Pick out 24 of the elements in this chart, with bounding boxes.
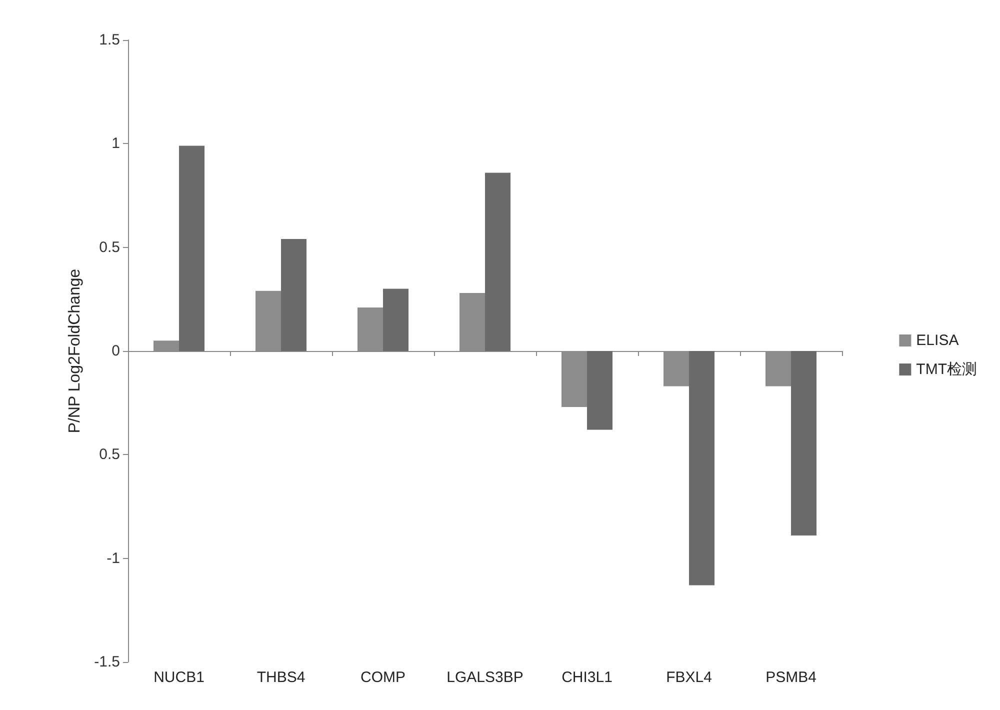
bar — [587, 351, 612, 430]
x-tick-label: CHI3L1 — [562, 669, 612, 686]
x-tick-label: PSMB4 — [766, 669, 816, 686]
y-tick-label: -1 — [106, 550, 120, 567]
x-tick-label: NUCB1 — [154, 669, 204, 686]
x-tick-label: FBXL4 — [666, 669, 712, 686]
bar — [179, 146, 204, 351]
bar — [383, 288, 408, 351]
legend-label: TMT检测 — [916, 361, 978, 378]
x-tick-label: LGALS3BP — [446, 669, 524, 686]
bar — [689, 351, 714, 586]
y-axis-title: P/NP Log2FoldChange — [66, 268, 84, 434]
y-tick-label: 1 — [112, 135, 120, 152]
x-tick-label: THBS4 — [256, 669, 306, 686]
x-tick-label: COMP — [360, 669, 406, 686]
bar — [791, 351, 816, 536]
y-tick-label: 0.5 — [99, 238, 120, 256]
bar — [281, 239, 306, 351]
legend-label: ELISA — [916, 332, 959, 349]
y-tick-label: 0 — [112, 342, 120, 360]
bar — [485, 172, 510, 351]
y-tick-label: -1.5 — [94, 654, 120, 670]
y-tick-label: 0.5 — [99, 446, 120, 464]
y-tick-label: 1.5 — [99, 32, 120, 48]
